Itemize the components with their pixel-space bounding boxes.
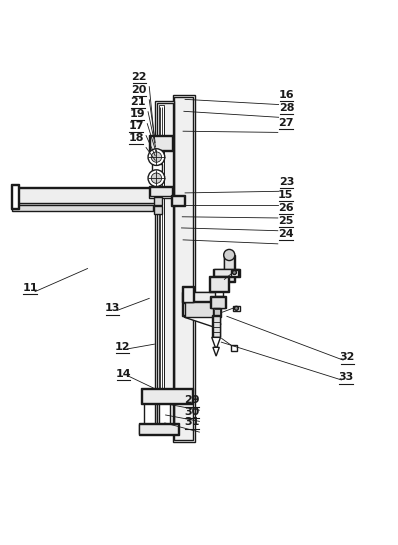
Text: 28: 28 [279,102,294,112]
Text: 32: 32 [340,353,355,362]
Text: 13: 13 [105,304,120,313]
Bar [174,96,193,440]
Bar [13,188,156,203]
Bar [231,346,237,350]
Bar [213,308,220,316]
Bar [183,293,216,301]
Circle shape [232,270,236,275]
Bar [224,255,235,282]
Circle shape [151,173,162,183]
Text: 20: 20 [132,85,147,95]
Polygon shape [185,302,221,317]
Text: 17: 17 [129,121,144,131]
Bar [157,102,173,427]
Bar [150,187,172,197]
Bar [182,292,216,302]
Bar [12,187,157,205]
Bar [159,404,170,426]
Bar [183,303,216,315]
Bar [210,296,226,308]
Bar [215,292,223,296]
Bar [155,101,174,428]
Bar [139,424,178,434]
Polygon shape [213,347,219,356]
Bar [159,105,164,426]
Bar [150,136,172,150]
Circle shape [148,149,165,166]
Bar [12,185,18,208]
Bar [183,287,193,301]
Text: 24: 24 [278,229,294,239]
Text: 12: 12 [115,342,130,352]
Bar [139,423,179,435]
Bar [212,316,220,337]
Polygon shape [184,316,221,328]
Text: 18: 18 [129,133,144,143]
Circle shape [234,306,238,310]
Bar [152,164,162,172]
Bar [209,276,229,292]
Text: 31: 31 [185,417,200,427]
Bar [213,269,240,277]
Text: 33: 33 [339,372,354,383]
Bar [154,205,162,214]
Bar [173,95,195,441]
Text: 22: 22 [132,72,147,82]
Bar [154,197,162,205]
Bar [142,389,192,403]
Bar [141,388,193,404]
Text: 29: 29 [184,396,200,405]
Text: 15: 15 [278,190,293,200]
Polygon shape [212,337,220,347]
Text: 14: 14 [115,369,131,379]
Text: 11: 11 [23,283,38,293]
Text: 30: 30 [185,407,200,416]
Text: 16: 16 [279,90,295,100]
Bar [231,270,238,276]
Circle shape [151,152,162,162]
Bar [11,184,19,209]
Bar [171,195,185,206]
Text: 19: 19 [129,109,145,119]
Bar [182,287,194,302]
Bar [12,205,153,211]
Text: 27: 27 [278,118,293,128]
Bar [214,269,239,276]
Bar [149,135,173,151]
Bar [211,297,225,307]
Bar [233,306,240,311]
Text: 25: 25 [278,216,293,226]
Circle shape [148,170,165,186]
Bar [149,186,173,198]
Text: 26: 26 [278,203,294,213]
Text: 21: 21 [131,97,146,107]
Bar [210,277,228,291]
Text: 23: 23 [279,177,294,186]
Bar [144,404,155,426]
Bar [172,196,184,205]
Bar [224,256,234,281]
Bar [213,316,220,337]
Bar [214,309,220,314]
Bar [182,302,216,316]
Circle shape [224,250,235,261]
